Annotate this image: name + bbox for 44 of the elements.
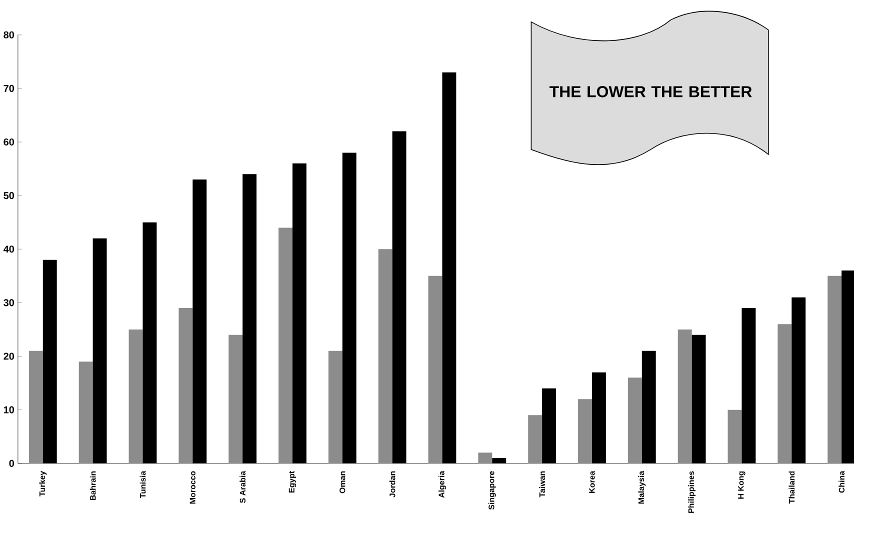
y-tick-label: 10 [4, 406, 14, 414]
y-tick-label: 30 [4, 299, 14, 306]
bar [392, 131, 406, 464]
bar [442, 72, 456, 464]
bar [528, 415, 542, 464]
bar [842, 270, 854, 464]
bar [92, 238, 107, 464]
bar [478, 452, 492, 464]
bar [828, 276, 842, 464]
bar [778, 324, 792, 464]
bar [228, 334, 243, 464]
bar [592, 372, 606, 464]
bar [792, 297, 806, 464]
bar [678, 329, 692, 464]
bar [628, 378, 642, 464]
bar [578, 399, 592, 464]
bar [328, 350, 342, 464]
y-tick-label: 0 [9, 460, 14, 467]
y-tick-label: 20 [4, 352, 14, 360]
bar [428, 276, 442, 464]
bar [728, 410, 742, 464]
bar [542, 388, 556, 464]
y-tick-label: 60 [4, 138, 14, 146]
bar [278, 228, 292, 464]
annotation: THE LOWER THE BETTER [550, 86, 752, 98]
bar [692, 334, 706, 464]
bar [378, 249, 392, 464]
bar [78, 362, 93, 464]
bar [192, 179, 207, 464]
bar [642, 350, 656, 464]
bar [742, 308, 756, 464]
bar [292, 163, 306, 464]
bar [128, 329, 143, 464]
bar [178, 308, 193, 464]
y-tick-label: 50 [4, 192, 14, 200]
y-tick-label: 80 [4, 31, 14, 38]
bar [142, 222, 157, 464]
bar [242, 174, 257, 464]
bar [28, 350, 43, 464]
bar [42, 260, 57, 464]
y-tick-label: 40 [3, 246, 14, 253]
y-tick-label: 70 [4, 84, 14, 92]
bar [342, 152, 356, 464]
bar [492, 458, 506, 464]
